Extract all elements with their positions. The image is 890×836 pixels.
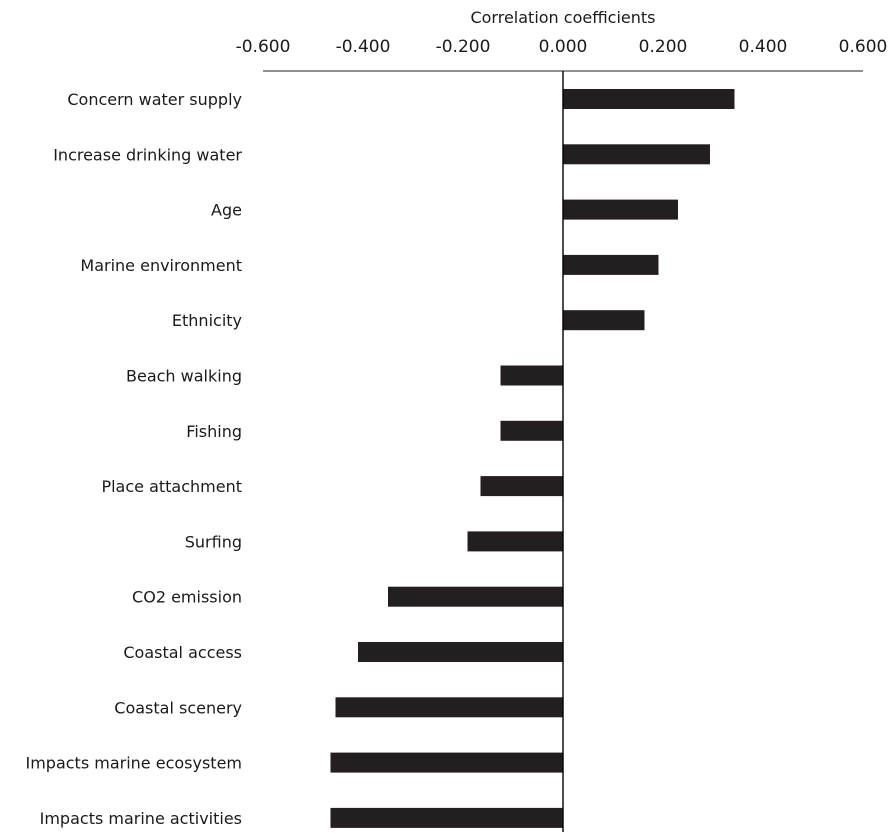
x-tick-label: -0.400	[336, 37, 391, 57]
category-label: Impacts marine ecosystem	[25, 754, 242, 773]
bar	[330, 752, 563, 773]
x-tick-label: 0.600	[839, 37, 888, 57]
x-axis-title: Correlation coefficients	[470, 8, 655, 27]
x-tick-label: -0.200	[436, 37, 491, 57]
bar	[467, 531, 563, 552]
bar	[388, 586, 563, 607]
bar	[335, 697, 563, 718]
category-label: Ethnicity	[172, 311, 242, 330]
category-label: Place attachment	[101, 477, 242, 496]
category-label: Beach walking	[126, 367, 242, 386]
bar	[358, 642, 563, 662]
category-label: Coastal access	[123, 643, 242, 662]
x-tick-label: 0.200	[639, 37, 688, 57]
category-label: Surfing	[185, 532, 242, 551]
x-axis-ticks: -0.600 -0.400 -0.200 0.000 0.200 0.400 0.600	[236, 37, 888, 57]
bar	[480, 476, 563, 497]
x-tick-label: 0.000	[539, 37, 588, 57]
x-tick-label: -0.600	[236, 37, 291, 57]
bar	[563, 144, 710, 165]
bar	[563, 254, 659, 275]
bar	[563, 199, 678, 220]
category-label: Concern water supply	[67, 90, 242, 109]
category-label: Coastal scenery	[114, 698, 242, 717]
category-label: CO2 emission	[132, 588, 242, 607]
category-label: Increase drinking water	[53, 145, 242, 164]
bar	[330, 807, 563, 828]
x-tick-label: 0.400	[739, 37, 788, 57]
bars	[330, 89, 735, 828]
category-label: Marine environment	[80, 256, 242, 275]
category-label: Age	[211, 201, 242, 220]
bar	[500, 420, 563, 441]
bar	[500, 365, 563, 386]
category-labels: Concern water supply Increase drinking wa…	[25, 90, 242, 828]
bar	[563, 89, 735, 109]
bar	[563, 310, 645, 331]
category-label: Impacts marine activities	[40, 809, 242, 828]
category-label: Fishing	[186, 422, 242, 441]
